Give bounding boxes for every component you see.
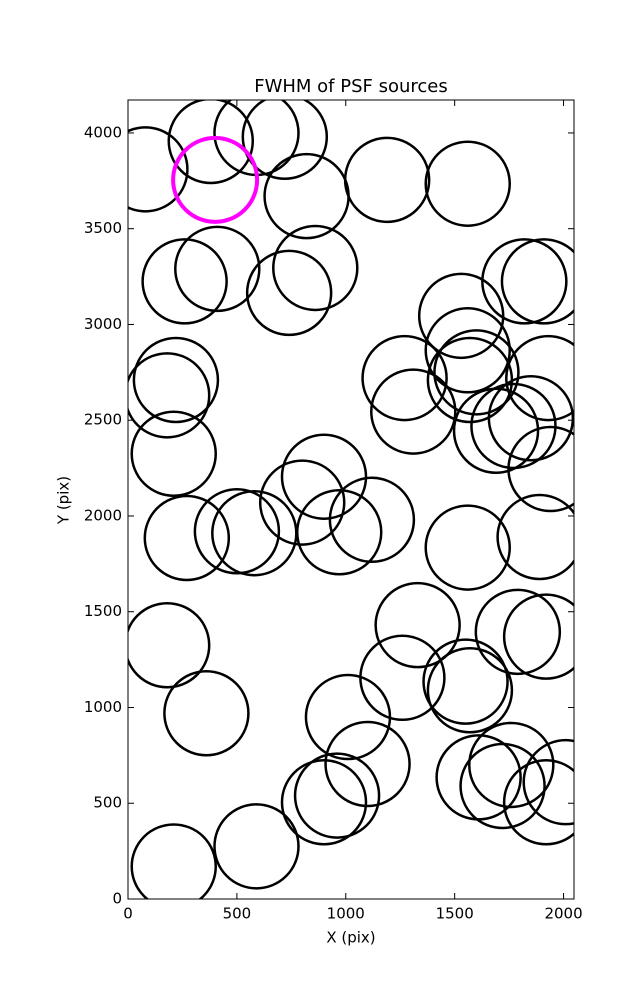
- source-marker: [193, 488, 281, 575]
- source-marker: [496, 493, 574, 581]
- x-tick-label: 1500: [436, 905, 474, 923]
- source-marker: [328, 476, 416, 564]
- source-marker: [487, 375, 574, 462]
- source-marker: [143, 494, 231, 582]
- source-marker: [433, 329, 520, 416]
- plot-frame: [127, 99, 575, 900]
- y-tick-label: 2500: [84, 411, 122, 429]
- y-tick-label: 3500: [84, 219, 122, 237]
- source-marker: [141, 238, 228, 325]
- source-marker: [171, 135, 260, 224]
- y-axis-label: Y (pix): [55, 476, 73, 525]
- source-marker: [459, 742, 546, 830]
- source-marker: [481, 238, 568, 325]
- source-marker: [132, 336, 220, 424]
- source-marker: [500, 238, 574, 325]
- x-tick-label: 0: [123, 905, 133, 923]
- source-marker: [343, 136, 431, 224]
- source-marker: [361, 334, 448, 422]
- source-marker: [280, 433, 368, 520]
- source-marker: [295, 488, 383, 576]
- source-marker: [470, 382, 557, 470]
- source-marker: [324, 720, 411, 808]
- source-marker: [213, 803, 300, 890]
- source-marker: [167, 100, 254, 185]
- source-marker: [468, 721, 555, 809]
- source-marker: [174, 225, 261, 313]
- source-marker: [426, 646, 514, 734]
- source-marker: [128, 602, 211, 689]
- x-axis-label: X (pix): [326, 929, 375, 947]
- source-marker: [241, 100, 329, 181]
- chart-title: FWHM of PSF sources: [254, 76, 448, 97]
- y-tick-label: 3000: [84, 315, 122, 333]
- source-marker: [474, 588, 562, 676]
- source-marker: [130, 410, 217, 497]
- source-marker: [272, 224, 359, 312]
- source-marker: [424, 140, 511, 227]
- y-tick-label: 2000: [84, 506, 122, 524]
- source-marker: [370, 368, 457, 455]
- x-tick-label: 1000: [327, 905, 365, 923]
- x-tick-label: 2000: [544, 905, 582, 923]
- source-marker: [128, 352, 211, 439]
- source-marker: [505, 334, 574, 422]
- y-tick-label: 4000: [84, 123, 122, 141]
- y-tick-label: 500: [93, 794, 122, 812]
- source-marker: [245, 249, 333, 337]
- source-marker: [130, 823, 217, 899]
- source-marker: [280, 759, 368, 846]
- source-marker: [424, 504, 511, 591]
- y-tick-label: 1500: [84, 602, 122, 620]
- source-marker: [522, 738, 574, 826]
- y-tick-label: 0: [112, 890, 122, 908]
- source-marker: [374, 581, 461, 669]
- plot-area: [128, 100, 574, 899]
- x-tick-label: 500: [223, 905, 252, 923]
- source-marker: [128, 126, 189, 213]
- source-marker: [422, 638, 509, 725]
- source-marker: [507, 425, 574, 513]
- source-marker: [359, 634, 446, 722]
- source-marker: [424, 307, 511, 394]
- source-marker: [293, 752, 381, 839]
- source-marker: [163, 669, 250, 757]
- source-marker: [258, 459, 346, 546]
- source-marker: [502, 759, 574, 846]
- source-marker: [502, 593, 574, 680]
- source-marker: [417, 272, 505, 360]
- y-tick-label: 1000: [84, 698, 122, 716]
